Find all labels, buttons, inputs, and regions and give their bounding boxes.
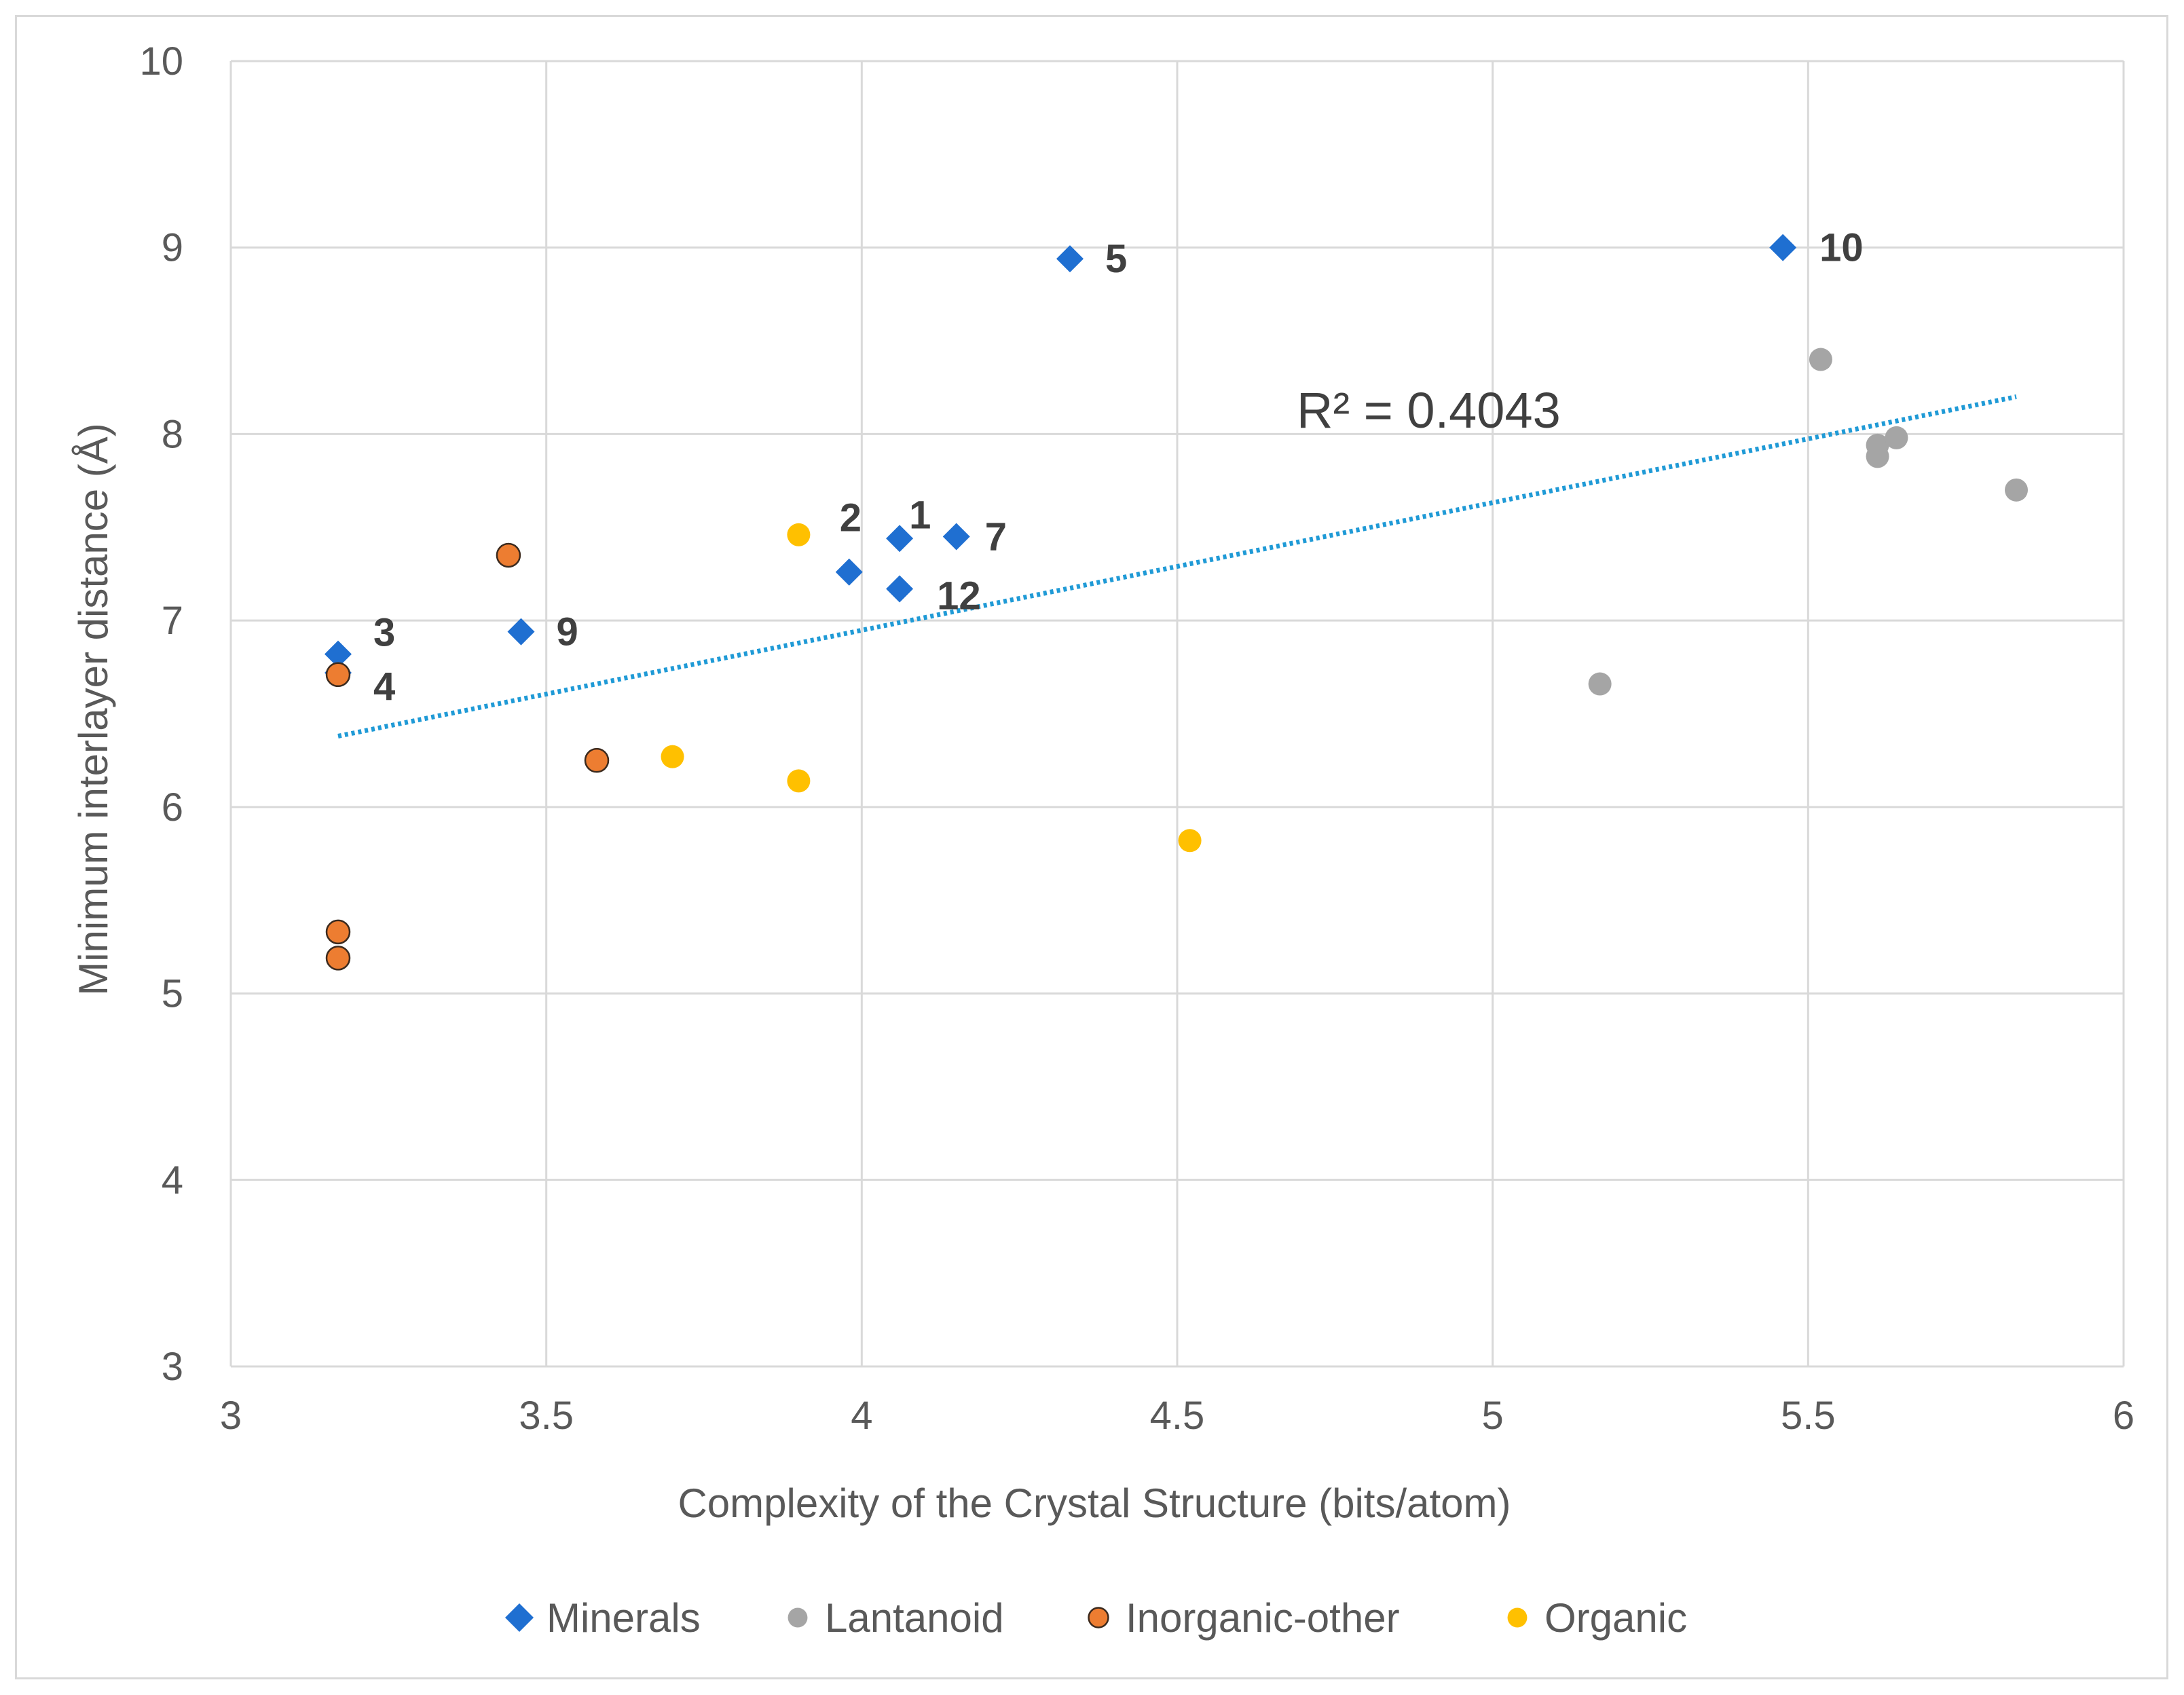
chart-frame <box>15 15 2168 1679</box>
x-axis-title: Complexity of the Crystal Structure (bit… <box>678 1480 1511 1526</box>
point-labels: 3 4 9 2 1 712 5 10 <box>373 226 1864 709</box>
point-label: 3 <box>373 611 395 655</box>
trendline-group <box>337 394 2017 739</box>
data-points <box>324 234 2029 971</box>
lantanoid-point <box>1885 426 1908 449</box>
inorganic-other-point <box>325 662 351 688</box>
y-tick-label: 7 <box>162 599 183 643</box>
legend-marker-lantanoid <box>788 1607 808 1628</box>
x-tick-label: 3.5 <box>519 1394 574 1438</box>
minerals-point <box>324 640 352 668</box>
x-tick-label: 4 <box>851 1394 872 1438</box>
lantanoid-point <box>1809 348 1832 371</box>
lantanoid-point <box>2005 478 2029 502</box>
y-tick-label: 4 <box>162 1158 183 1202</box>
point-label: 12 <box>937 574 981 618</box>
x-tick-label: 5.5 <box>1781 1394 1836 1438</box>
y-tick-label: 3 <box>162 1345 183 1389</box>
x-tick-label: 4.5 <box>1150 1394 1205 1438</box>
point-label: 9 <box>556 610 578 654</box>
y-axis-title: Minimum interlayer distance (Å) <box>71 423 116 996</box>
point-label: 10 <box>1819 226 1864 270</box>
lantanoid-point <box>1588 672 1612 696</box>
y-tick-label: 5 <box>162 972 183 1016</box>
minerals-point <box>1056 245 1084 273</box>
inorganic-other-point <box>325 919 351 945</box>
inorganic-other-point <box>496 542 521 568</box>
y-tick-label: 6 <box>162 785 183 830</box>
organic-point <box>1178 829 1202 853</box>
minerals-point <box>507 618 535 646</box>
y-tick-label: 8 <box>162 412 183 456</box>
legend-label-inorganic-other: Inorganic-other <box>1126 1595 1400 1641</box>
x-tick-label: 6 <box>2113 1394 2134 1438</box>
minerals-point <box>835 558 863 586</box>
organic-point <box>787 523 811 546</box>
point-label: 2 <box>840 496 862 540</box>
minerals-point <box>886 525 914 553</box>
inorganic-other-point <box>325 946 351 971</box>
legend-marker-minerals <box>505 1603 534 1632</box>
minerals-point <box>886 575 914 603</box>
y-tick-label: 9 <box>162 226 183 270</box>
minerals-point <box>1769 234 1797 261</box>
organic-point <box>787 769 811 793</box>
legend: Minerals Lantanoid Inorganic-other Organic <box>505 1595 1687 1641</box>
lantanoid-point <box>1866 445 1889 468</box>
y-tick-labels: 3 4 5 6 7 8 9 10 <box>139 39 183 1389</box>
legend-label-lantanoid: Lantanoid <box>825 1595 1004 1641</box>
legend-marker-organic <box>1507 1607 1528 1628</box>
gridlines <box>229 60 2125 1368</box>
y-tick-label: 10 <box>139 39 183 83</box>
inorganic-other-point <box>584 747 610 773</box>
legend-marker-inorganic-other <box>1088 1607 1109 1628</box>
point-label: 5 <box>1105 237 1127 281</box>
point-label: 1 <box>909 493 931 537</box>
x-tick-label: 3 <box>220 1394 242 1438</box>
point-label: 4 <box>373 665 395 709</box>
legend-label-minerals: Minerals <box>547 1595 701 1641</box>
organic-point <box>661 745 684 768</box>
x-tick-label: 5 <box>1482 1394 1504 1438</box>
x-tick-labels: 3 3.5 4 4.5 5 5.5 6 <box>220 1394 2134 1438</box>
minerals-point <box>942 523 970 551</box>
trendline <box>337 394 2017 739</box>
point-label: 7 <box>985 515 1007 559</box>
r-squared-annotation: R² = 0.4043 <box>1297 382 1561 439</box>
legend-label-organic: Organic <box>1544 1595 1687 1641</box>
